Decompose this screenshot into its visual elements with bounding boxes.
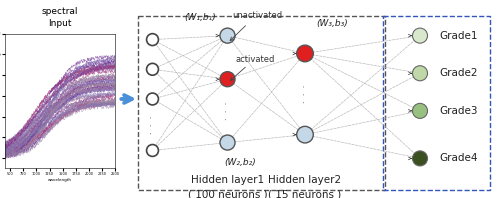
Circle shape — [296, 45, 314, 62]
Text: Grade3: Grade3 — [440, 106, 478, 116]
Circle shape — [296, 126, 314, 143]
Text: ·  ·  ·: · · · — [223, 102, 232, 120]
Circle shape — [412, 103, 428, 118]
Text: ·  ·  ·: · · · — [148, 116, 157, 134]
Text: unactivated: unactivated — [232, 11, 282, 20]
Text: Hidden layer1: Hidden layer1 — [191, 175, 264, 185]
Text: Grade1: Grade1 — [440, 31, 478, 41]
Text: Input: Input — [48, 19, 72, 28]
Text: ( 15 neurons ): ( 15 neurons ) — [268, 189, 342, 198]
Text: (W₃,b₃): (W₃,b₃) — [316, 19, 348, 28]
Circle shape — [412, 151, 428, 166]
Circle shape — [146, 93, 158, 105]
Circle shape — [412, 66, 428, 81]
Circle shape — [412, 28, 428, 43]
Circle shape — [146, 145, 158, 156]
Bar — [382, 16, 490, 190]
Text: activated: activated — [236, 55, 275, 64]
Circle shape — [146, 63, 158, 75]
Text: Grade2: Grade2 — [440, 68, 478, 78]
Text: Grade4: Grade4 — [440, 153, 478, 163]
X-axis label: wavelength: wavelength — [48, 178, 72, 182]
Circle shape — [146, 34, 158, 46]
Text: ( 100 neurons ): ( 100 neurons ) — [188, 189, 268, 198]
Text: ·  ·  ·: · · · — [300, 85, 310, 103]
Bar — [138, 16, 385, 190]
Text: (W₂,b₂): (W₂,b₂) — [224, 158, 256, 167]
Circle shape — [220, 28, 235, 43]
Text: spectral: spectral — [42, 7, 78, 16]
Text: Hidden layer2: Hidden layer2 — [268, 175, 342, 185]
Circle shape — [220, 135, 235, 150]
Circle shape — [220, 72, 235, 87]
Text: (W₁,b₁): (W₁,b₁) — [184, 13, 216, 22]
